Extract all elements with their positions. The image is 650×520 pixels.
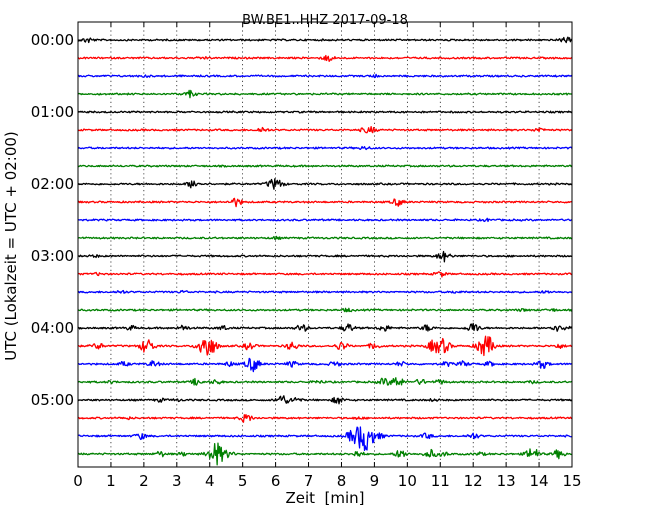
x-tick-label: 11: [431, 472, 450, 490]
x-tick-label: 1: [106, 472, 116, 490]
seismic-trace-0415: [77, 335, 573, 357]
x-tick-label: 5: [238, 472, 248, 490]
y-tick-label: 01:00: [31, 103, 74, 121]
y-axis-ticks: 00:00 01:00 02:00 03:00 04:00 05:00: [31, 31, 572, 409]
x-tick-label: 6: [271, 472, 281, 490]
plot-frame: [77, 21, 573, 468]
seismic-trace-0330: [77, 289, 573, 294]
x-tick-label: 0: [73, 472, 83, 490]
x-tick-label: 12: [464, 472, 483, 490]
trace-lines: [77, 36, 573, 466]
seismic-trace-0015: [77, 54, 573, 62]
y-axis-label: UTC (Lokalzeit = UTC + 02:00): [2, 131, 20, 361]
y-tick-label: 05:00: [31, 391, 74, 409]
seismic-trace-0245: [77, 235, 573, 241]
seismic-trace-0000: [77, 36, 573, 44]
seismic-trace-0445: [77, 377, 573, 386]
seismic-trace-0100: [77, 110, 573, 114]
seismic-trace-0400: [77, 322, 573, 332]
y-tick-label: 03:00: [31, 247, 74, 265]
seismic-trace-0030: [77, 73, 573, 79]
chart-title: BW.BE1..HHZ 2017-09-18: [242, 13, 408, 28]
x-axis-label: Zeit [min]: [285, 489, 364, 507]
x-axis-ticks: 0 1 2 3 4 5 6 7 8 9 10 11 12 13 14 15: [73, 22, 582, 490]
seismic-trace-0230: [77, 217, 573, 223]
seismic-trace-0130: [77, 145, 573, 151]
seismic-trace-0145: [77, 164, 573, 168]
x-tick-label: 9: [370, 472, 380, 490]
seismic-trace-0530: [77, 426, 573, 451]
x-tick-label: 3: [172, 472, 182, 490]
x-tick-label: 13: [497, 472, 516, 490]
y-tick-label: 00:00: [31, 31, 74, 49]
seismic-trace-0545: [77, 442, 573, 466]
y-tick-label: 04:00: [31, 319, 74, 337]
seismic-trace-0345: [77, 307, 573, 313]
x-tick-label: 4: [205, 472, 215, 490]
x-tick-label: 2: [139, 472, 149, 490]
x-tick-label: 7: [304, 472, 314, 490]
seismic-trace-0300: [77, 250, 573, 263]
seismic-trace-0200: [77, 178, 573, 190]
seismic-trace-0515: [77, 413, 573, 423]
seismic-trace-0315: [77, 271, 573, 278]
seismic-trace-0430: [77, 357, 573, 373]
y-tick-label: 02:00: [31, 175, 74, 193]
x-tick-label: 10: [398, 472, 417, 490]
seismic-trace-0215: [77, 197, 573, 208]
x-tick-label: 8: [337, 472, 347, 490]
x-tick-label: 14: [530, 472, 549, 490]
seismic-trace-0500: [77, 395, 573, 405]
x-tick-label: 15: [562, 472, 581, 490]
seismic-trace-0045: [77, 89, 573, 99]
seismic-trace-0115: [77, 125, 573, 134]
